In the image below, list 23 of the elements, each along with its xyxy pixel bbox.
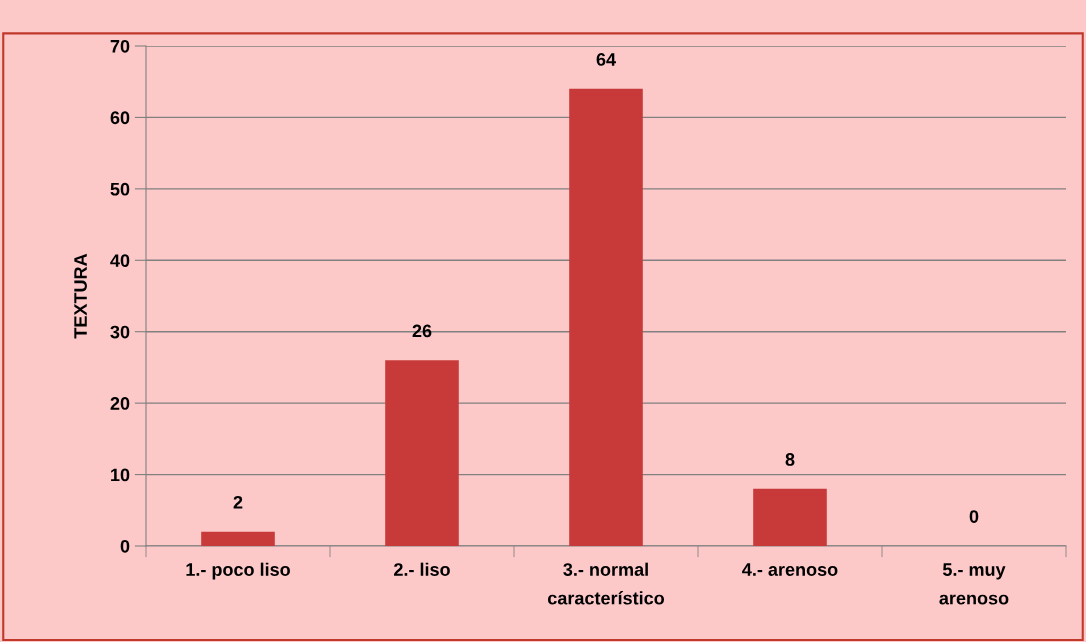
bar bbox=[753, 488, 827, 546]
y-tick-label: 40 bbox=[110, 254, 130, 268]
bar bbox=[385, 360, 459, 546]
y-tick-label: 60 bbox=[110, 111, 130, 125]
x-tick-label: 1.- poco liso bbox=[186, 562, 290, 580]
data-label: 2 bbox=[233, 495, 243, 509]
x-tick-label: 2.- liso bbox=[394, 562, 450, 576]
y-tick-label: 20 bbox=[110, 397, 130, 410]
data-label: 0 bbox=[969, 510, 979, 523]
y-tick-label: 30 bbox=[110, 325, 130, 339]
y-axis-title: TEXTURA bbox=[74, 253, 87, 339]
data-label: 8 bbox=[785, 453, 795, 466]
data-label: 26 bbox=[412, 324, 432, 338]
y-tick-label: 50 bbox=[110, 182, 130, 196]
x-tick-label: 5.- muy arenoso bbox=[939, 563, 1009, 605]
bar bbox=[201, 531, 275, 546]
bar bbox=[569, 88, 643, 546]
y-tick-label: 70 bbox=[110, 39, 130, 53]
x-tick-label: 3.- normal característico bbox=[547, 562, 665, 605]
x-tick-label: 4.- arenoso bbox=[742, 563, 838, 576]
y-tick-label: 10 bbox=[111, 468, 130, 482]
y-tick-label: 0 bbox=[120, 539, 130, 553]
data-label: 64 bbox=[596, 53, 616, 66]
